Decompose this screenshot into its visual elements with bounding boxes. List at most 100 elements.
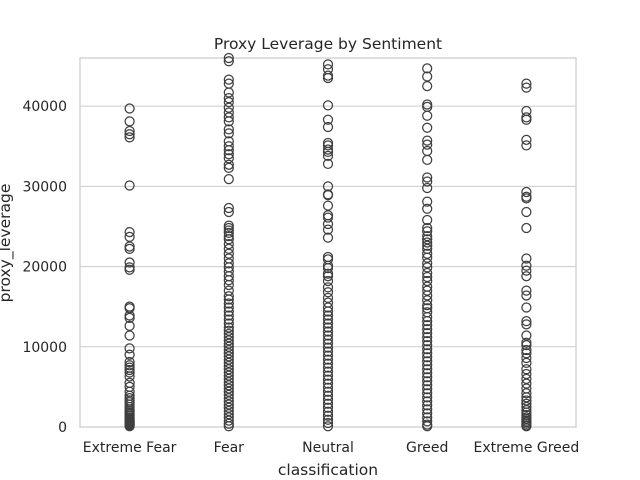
outlier-point [322, 394, 334, 405]
outlier-point [223, 314, 234, 325]
outlier-point [521, 357, 532, 368]
outlier-point [322, 402, 334, 413]
outlier-point [223, 421, 234, 432]
outlier-point [322, 398, 334, 409]
outlier-point [322, 72, 334, 84]
outlier-point [124, 125, 135, 137]
outlier-point [422, 139, 433, 150]
outlier-point [422, 324, 433, 335]
outlier-point [422, 258, 433, 269]
outlier-point [223, 325, 234, 336]
outlier-point [322, 330, 334, 341]
outlier-point [422, 285, 433, 296]
outlier-point [322, 338, 334, 349]
outlier-markers [124, 52, 532, 432]
outlier-point [521, 271, 532, 282]
outlier-point [521, 344, 532, 356]
outlier-point [422, 328, 433, 339]
outlier-point [322, 200, 334, 211]
outlier-point [521, 368, 532, 380]
outlier-point [124, 349, 135, 360]
outlier-point [223, 243, 234, 255]
outlier-point [521, 330, 532, 341]
outlier-point [223, 351, 234, 362]
outlier-point [422, 295, 433, 306]
outlier-point [124, 330, 135, 341]
outlier-point [223, 275, 234, 286]
outlier-point [223, 332, 234, 343]
outlier-point [223, 87, 234, 98]
outlier-point [223, 279, 234, 291]
outlier-point [422, 336, 433, 347]
outlier-point [521, 265, 532, 276]
outlier-point [223, 230, 234, 242]
outlier-point [223, 310, 234, 321]
outlier-point [322, 263, 334, 274]
outlier-point [223, 74, 234, 85]
outlier-point [223, 202, 234, 214]
outlier-point [322, 292, 334, 303]
outlier-point [223, 153, 234, 164]
outlier-point [124, 226, 135, 238]
outlier-point [422, 110, 433, 121]
outlier-point [223, 415, 234, 426]
outlier-point [521, 352, 532, 364]
outlier-point [422, 408, 433, 419]
x-tick-label: Greed [406, 440, 448, 456]
outlier-point [322, 121, 334, 133]
outlier-point [322, 287, 334, 298]
outlier-point [223, 402, 234, 413]
outlier-point [422, 400, 433, 411]
outlier-point [422, 237, 433, 248]
outlier-point [322, 370, 334, 381]
outlier-point [422, 80, 433, 92]
outlier-point [322, 342, 334, 353]
outlier-point [322, 59, 334, 70]
outlier-point [223, 409, 234, 420]
outlier-point [422, 356, 433, 367]
outlier-point [521, 348, 532, 359]
outlier-point [322, 314, 334, 325]
outlier-point [422, 348, 433, 359]
outlier-point [322, 382, 334, 393]
series-greed [422, 63, 433, 432]
outlier-point [422, 248, 433, 259]
outlier-point [124, 243, 135, 255]
outlier-point [521, 340, 532, 351]
outlier-point [322, 421, 334, 432]
outlier-point [322, 114, 334, 125]
outlier-point [521, 82, 532, 93]
outlier-point [223, 291, 234, 302]
outlier-point [322, 212, 334, 223]
outlier-point [223, 322, 234, 333]
y-tick-label: 20000 [22, 260, 67, 276]
outlier-point [223, 159, 234, 170]
outlier-point [223, 149, 234, 160]
outlier-point [521, 302, 532, 313]
outlier-point [422, 71, 433, 82]
outlier-point [223, 112, 234, 123]
outlier-point [124, 180, 135, 191]
outlier-point [223, 298, 234, 309]
outlier-point [422, 182, 433, 194]
outlier-point [422, 176, 433, 187]
outlier-point [223, 248, 234, 259]
outlier-point [223, 348, 234, 359]
outlier-point [322, 190, 334, 201]
outlier-point [322, 354, 334, 365]
outlier-point [521, 206, 532, 218]
outlier-point [223, 360, 234, 372]
outlier-point [223, 392, 234, 404]
y-axis-label: proxy_leverage [0, 184, 15, 303]
outlier-point [322, 378, 334, 389]
outlier-point [124, 257, 135, 268]
outlier-point [521, 186, 532, 198]
outlier-point [422, 63, 433, 74]
outlier-point [322, 346, 334, 357]
outlier-point [322, 218, 334, 230]
outlier-point [223, 92, 234, 104]
outlier-point [322, 318, 334, 329]
outlier-point [422, 196, 433, 207]
outlier-point [124, 320, 135, 332]
outlier-point [322, 410, 334, 421]
